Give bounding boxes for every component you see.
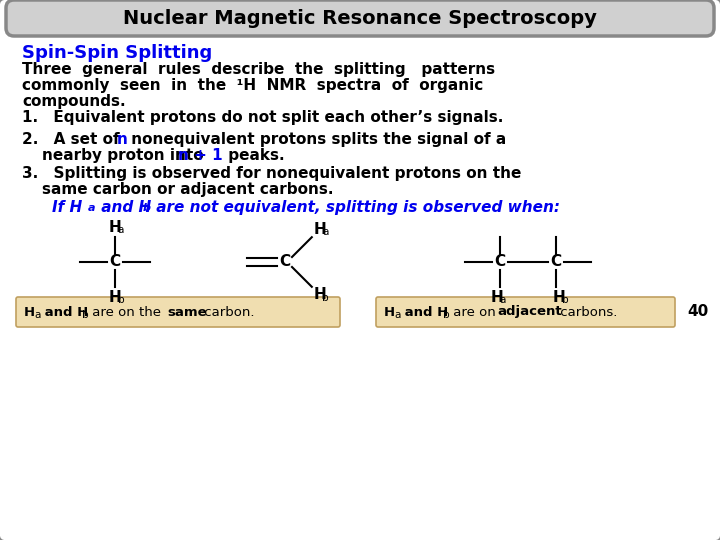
Text: peaks.: peaks. [223, 148, 284, 163]
Text: 2. A set of: 2. A set of [22, 132, 125, 147]
Text: H: H [109, 289, 122, 305]
Text: H: H [313, 222, 326, 237]
Text: same: same [167, 306, 207, 319]
Text: H: H [384, 306, 395, 319]
Text: b: b [443, 310, 449, 320]
Text: commonly  seen  in  the  ¹H  NMR  spectra  of  organic: commonly seen in the ¹H NMR spectra of o… [22, 78, 483, 93]
Text: b: b [143, 203, 151, 213]
Text: nonequivalent protons splits the signal of a: nonequivalent protons splits the signal … [126, 132, 506, 147]
Text: 3. Splitting is observed for nonequivalent protons on the: 3. Splitting is observed for nonequivale… [22, 166, 521, 181]
Text: and H: and H [40, 306, 89, 319]
Text: carbons.: carbons. [556, 306, 617, 319]
Text: a: a [500, 295, 506, 305]
Text: C: C [279, 254, 291, 269]
Text: n: n [117, 132, 128, 147]
Text: If H: If H [52, 200, 82, 215]
Text: C: C [550, 254, 562, 269]
Text: C: C [109, 254, 120, 269]
Text: 1. Equivalent protons do not split each other’s signals.: 1. Equivalent protons do not split each … [22, 110, 503, 125]
FancyBboxPatch shape [6, 0, 714, 36]
Text: a: a [394, 310, 400, 320]
Text: nearby proton into: nearby proton into [42, 148, 209, 163]
Text: C: C [495, 254, 505, 269]
Text: H: H [313, 287, 326, 302]
Text: b: b [562, 295, 568, 305]
Text: are not equivalent, splitting is observed when:: are not equivalent, splitting is observe… [151, 200, 560, 215]
Text: are on: are on [449, 306, 500, 319]
Text: 40: 40 [688, 305, 708, 320]
Text: Three  general  rules  describe  the  splitting   patterns: Three general rules describe the splitti… [22, 62, 495, 77]
Text: H: H [553, 289, 565, 305]
Text: carbon.: carbon. [200, 306, 254, 319]
Text: H: H [109, 219, 122, 234]
Text: are on the: are on the [88, 306, 166, 319]
Text: Nuclear Magnetic Resonance Spectroscopy: Nuclear Magnetic Resonance Spectroscopy [123, 9, 597, 28]
Text: a: a [323, 227, 329, 237]
Text: adjacent: adjacent [497, 306, 562, 319]
Text: n + 1: n + 1 [178, 148, 222, 163]
Text: compounds.: compounds. [22, 94, 125, 109]
FancyBboxPatch shape [376, 297, 675, 327]
Text: b: b [323, 293, 329, 303]
Text: Spin-Spin Splitting: Spin-Spin Splitting [22, 44, 212, 62]
Text: same carbon or adjacent carbons.: same carbon or adjacent carbons. [42, 182, 333, 197]
Text: and H: and H [400, 306, 449, 319]
Text: a: a [88, 203, 96, 213]
Text: b: b [117, 295, 125, 305]
Text: a: a [34, 310, 40, 320]
Text: H: H [24, 306, 35, 319]
Text: b: b [82, 310, 89, 320]
Text: H: H [490, 289, 503, 305]
FancyBboxPatch shape [16, 297, 340, 327]
Text: a: a [118, 225, 124, 235]
Text: and H: and H [96, 200, 151, 215]
